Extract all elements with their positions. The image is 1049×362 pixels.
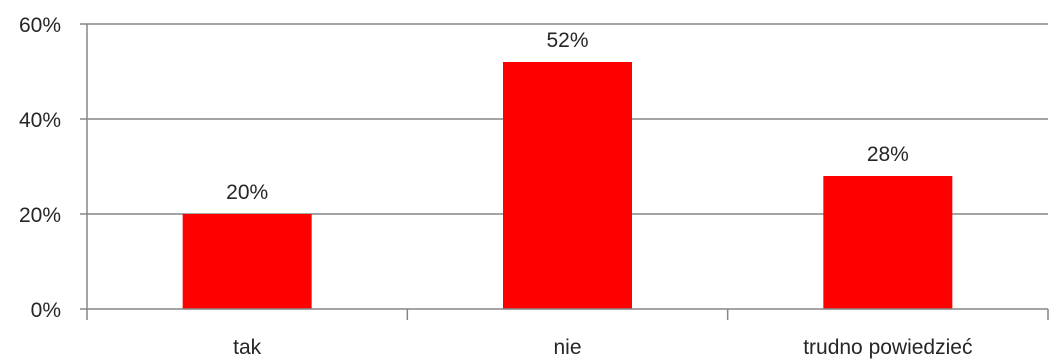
labels: 0% 20% 40% 60% 20% tak 52% nie 28% trudno powiedz… [19,14,973,359]
y-tick-label: 40% [19,109,61,132]
y-tick-label: 60% [19,14,61,37]
bars [182,62,953,309]
data-label-1: 52% [546,29,588,52]
y-tick-label: 0% [31,299,61,322]
data-label-2: 28% [867,143,909,166]
category-label-0: tak [233,336,262,359]
bar-0 [182,214,312,309]
axes [80,23,1049,320]
y-tick-label: 20% [19,204,61,227]
data-label-0: 20% [226,181,268,204]
category-label-2: trudno powiedzieć [803,336,972,359]
bar-1 [503,62,632,309]
category-label-1: nie [553,336,581,359]
bar-2 [823,176,953,309]
